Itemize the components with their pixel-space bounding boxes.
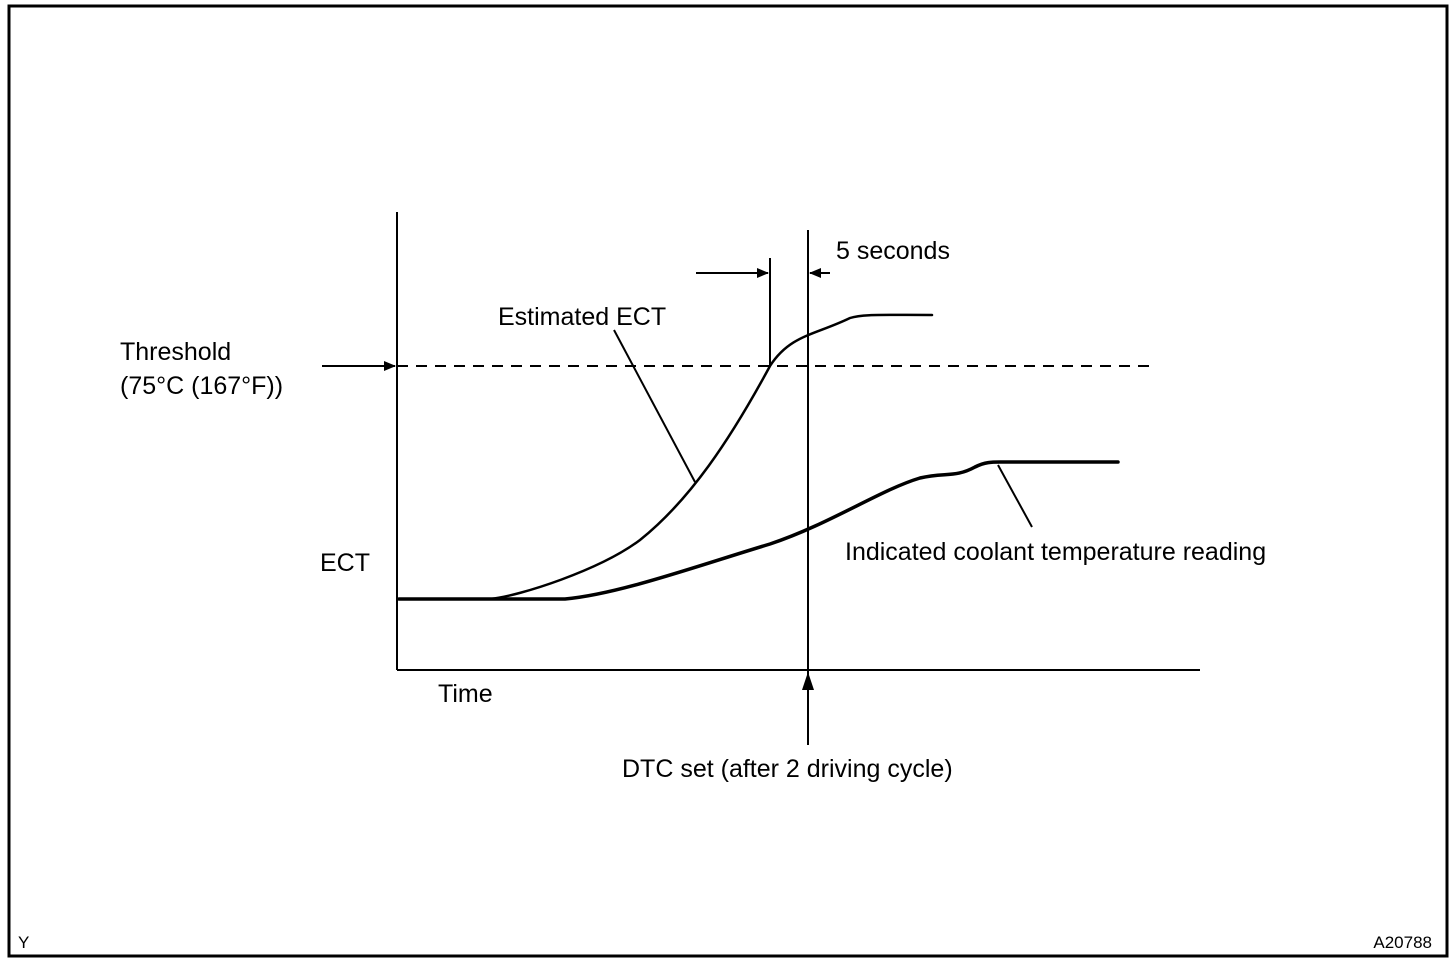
figure-id: A20788 (1373, 933, 1432, 952)
estimated-ect-curve (397, 313, 934, 601)
dtc-arrow-head (802, 672, 814, 690)
indicated-coolant-curve (397, 460, 1120, 601)
indicated-reading-leader (997, 464, 1033, 528)
estimated-ect-leader (613, 329, 696, 483)
dtc-set-label: DTC set (after 2 driving cycle) (622, 755, 953, 783)
threshold-value-label: (75°C (167°F)) (120, 372, 283, 400)
figure-frame (7, 4, 1449, 958)
threshold-label: Threshold (120, 338, 231, 366)
indicated-reading-label: Indicated coolant temperature reading (845, 538, 1266, 566)
estimated-ect-label: Estimated ECT (498, 303, 666, 331)
ect-axis-label: ECT (320, 549, 370, 577)
five-seconds-label: 5 seconds (836, 237, 950, 265)
time-axis-label: Time (438, 680, 493, 708)
corner-code-left: Y (18, 933, 29, 952)
